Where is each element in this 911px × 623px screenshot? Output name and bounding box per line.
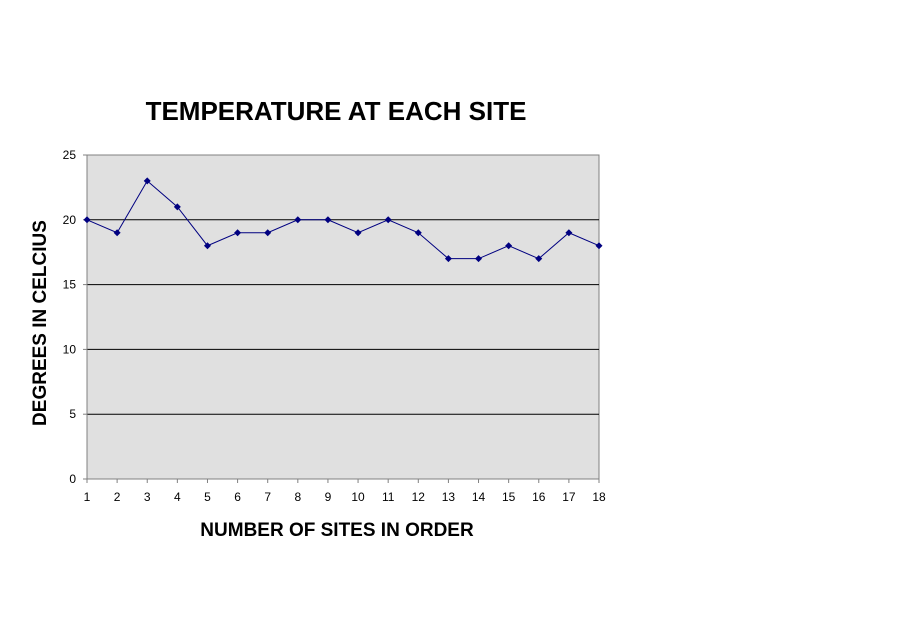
y-tick-label: 0 [69,472,76,486]
x-tick-label: 7 [264,490,271,504]
data-point [505,242,513,250]
y-tick-label: 25 [63,148,77,162]
x-tick-label: 3 [144,490,151,504]
x-tick-label: 1 [84,490,91,504]
data-point [234,229,242,237]
x-axis-title: NUMBER OF SITES IN ORDER [200,520,474,541]
x-tick-label: 12 [412,490,426,504]
axes [86,155,599,480]
x-tick-label: 10 [351,490,365,504]
y-ticks: 0 5 10 15 20 25 [63,148,87,486]
series-group [83,177,603,263]
data-point [565,229,573,237]
data-point [414,229,422,237]
x-tick-label: 13 [442,490,456,504]
data-point [173,203,181,211]
y-tick-label: 10 [63,342,77,356]
data-point [264,229,272,237]
x-tick-label: 17 [562,490,576,504]
x-tick-label: 8 [294,490,301,504]
gridlines [87,219,599,415]
data-point [83,216,91,224]
data-point [203,242,211,250]
x-ticks: 1 2 3 4 5 6 7 8 9 10 11 12 13 14 15 16 17 18 [84,479,606,504]
series-line [86,180,600,260]
x-tick-label: 16 [532,490,546,504]
x-tick-label: 14 [472,490,486,504]
data-point [595,242,603,250]
chart-title: TEMPERATURE AT EACH SITE [146,96,527,126]
data-point [294,216,302,224]
x-tick-label: 4 [174,490,181,504]
x-tick-label: 9 [325,490,332,504]
x-tick-label: 15 [502,490,516,504]
y-tick-label: 5 [69,407,76,421]
data-point [354,229,362,237]
x-tick-label: 5 [204,490,211,504]
x-tick-label: 11 [382,490,395,504]
y-axis-title: DEGREES IN CELCIUS [30,220,51,426]
x-tick-label: 18 [592,490,606,504]
data-point [384,216,392,224]
y-tick-label: 15 [63,278,77,292]
x-tick-label: 2 [114,490,121,504]
plot-area [86,154,600,480]
x-tick-label: 6 [234,490,241,504]
data-point [113,229,121,237]
data-point [143,177,151,185]
data-point [444,255,452,263]
data-point [535,255,543,263]
data-point [324,216,332,224]
y-tick-label: 20 [63,213,77,227]
data-point [475,255,483,263]
